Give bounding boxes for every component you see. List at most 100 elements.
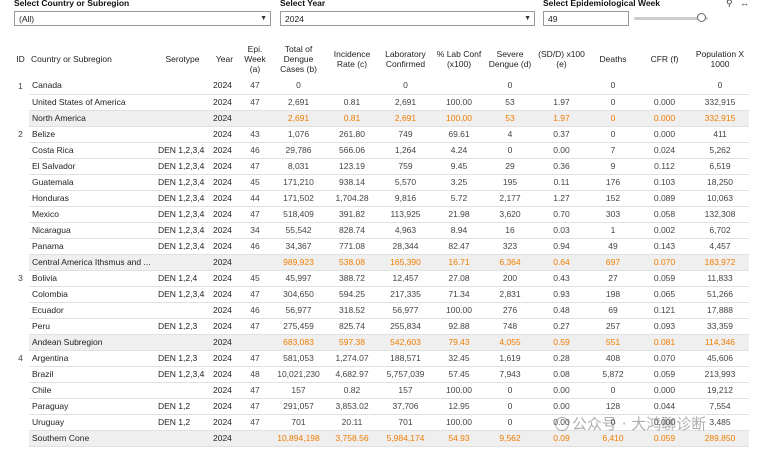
col-header[interactable]: Laboratory Confirmed bbox=[385, 49, 426, 69]
row-year: 2024 bbox=[210, 414, 239, 431]
row-lab-confirmed: 9,816 bbox=[378, 190, 433, 207]
row-id bbox=[12, 430, 29, 446]
col-header[interactable]: ID bbox=[16, 54, 25, 64]
row-pct-lab: 92.88 bbox=[433, 318, 485, 335]
row-serotype bbox=[155, 430, 210, 447]
table-row[interactable]: Ecuador 2024 46 56,977 318.52 56,977 100.00 276… bbox=[12, 302, 749, 319]
row-serotype: DEN 1,2,3,4 bbox=[155, 190, 210, 207]
row-year: 2024 bbox=[210, 190, 239, 207]
year-select[interactable]: 2024 ▼ bbox=[280, 11, 535, 26]
row-cases: 683,083 bbox=[271, 334, 326, 351]
row-name: Ecuador bbox=[29, 302, 155, 319]
row-sd-ratio: 0.00 bbox=[535, 382, 588, 399]
col-header[interactable]: Year bbox=[215, 54, 234, 64]
row-name: Peru bbox=[29, 318, 155, 335]
subtotal-row[interactable]: North America 2024 2,691 0.81 2,691 100.00 53 1… bbox=[12, 110, 749, 127]
table-row[interactable]: Mexico DEN 1,2,3,4 2024 47 518,409 391.82 113,… bbox=[12, 206, 749, 223]
col-header[interactable]: (SD/D) x100 (e) bbox=[538, 49, 585, 69]
table-row[interactable]: Brazil DEN 1,2,3,4 2024 48 10,021,230 4,682.9… bbox=[12, 366, 749, 383]
table-row[interactable]: 1 Canada 2024 47 0 0 0 0 0 bbox=[12, 78, 749, 95]
row-cases: 518,409 bbox=[271, 206, 326, 223]
col-header[interactable]: Serotype bbox=[165, 54, 200, 64]
table-row[interactable]: 4 Argentina DEN 1,2,3 2024 47 581,053 1,274.07… bbox=[12, 349, 749, 367]
col-header[interactable]: Deaths bbox=[599, 54, 627, 64]
col-header[interactable]: Epi. Week (a) bbox=[244, 44, 266, 74]
row-id bbox=[12, 334, 29, 350]
row-cases: 304,650 bbox=[271, 286, 326, 303]
row-lab-confirmed: 749 bbox=[378, 125, 433, 143]
table-row[interactable]: Honduras DEN 1,2,3,4 2024 44 171,502 1,704.28… bbox=[12, 190, 749, 207]
table-row[interactable]: Peru DEN 1,2,3 2024 47 275,459 825.74 255,834 9… bbox=[12, 318, 749, 335]
table-row[interactable]: Uruguay DEN 1,2 2024 47 701 20.11 701 100.00 0 0.… bbox=[12, 414, 749, 431]
row-lab-confirmed: 188,571 bbox=[378, 349, 433, 367]
search-icon[interactable]: ⚲ bbox=[726, 0, 733, 8]
table-row[interactable]: Panama DEN 1,2,3,4 2024 46 34,367 771.08 28,34… bbox=[12, 238, 749, 255]
row-epi-week bbox=[239, 110, 271, 127]
col-header[interactable]: Incidence Rate (c) bbox=[333, 49, 371, 69]
week-slider-track[interactable] bbox=[634, 17, 708, 20]
row-id bbox=[12, 382, 29, 398]
row-deaths: 69 bbox=[588, 302, 638, 319]
table-row[interactable]: 3 Bolivia DEN 1,2,4 2024 45 45,997 388.72 12,45… bbox=[12, 269, 749, 287]
row-epi-week: 46 bbox=[239, 302, 271, 319]
row-deaths: 1 bbox=[588, 222, 638, 239]
row-pct-lab: 79.43 bbox=[433, 334, 485, 351]
row-serotype: DEN 1,2,3,4 bbox=[155, 366, 210, 383]
row-deaths: 152 bbox=[588, 190, 638, 207]
subtotal-row[interactable]: Central America Ithsmus and ... 2024 989,9… bbox=[12, 254, 749, 271]
row-serotype: DEN 1,2,3 bbox=[155, 318, 210, 335]
row-population: 6,519 bbox=[691, 158, 749, 175]
row-deaths: 0 bbox=[588, 382, 638, 399]
row-id bbox=[12, 398, 29, 414]
col-header[interactable]: Total of Dengue Cases (b) bbox=[280, 44, 317, 74]
row-cfr: 0.059 bbox=[638, 269, 691, 287]
row-deaths: 0 bbox=[588, 94, 638, 111]
row-epi-week: 45 bbox=[239, 269, 271, 287]
row-serotype: DEN 1,2 bbox=[155, 398, 210, 415]
row-population: 332,915 bbox=[691, 94, 749, 111]
row-cases: 2,691 bbox=[271, 94, 326, 111]
row-population: 19,212 bbox=[691, 382, 749, 399]
expand-arrows-icon[interactable]: ↔ bbox=[740, 0, 749, 8]
row-year: 2024 bbox=[210, 110, 239, 127]
col-header[interactable]: CFR (f) bbox=[650, 54, 679, 64]
table-row[interactable]: 2 Belize 2024 43 1,076 261.80 749 69.61 4 0.37 0 0.… bbox=[12, 125, 749, 143]
row-population: 17,888 bbox=[691, 302, 749, 319]
subtotal-row[interactable]: Southern Cone 2024 10,894,198 3,758.56 5,984… bbox=[12, 430, 749, 447]
year-filter-label: Select Year bbox=[280, 0, 326, 8]
table-row[interactable]: United States of America 2024 47 2,691 0.81 2… bbox=[12, 94, 749, 111]
row-year: 2024 bbox=[210, 286, 239, 303]
row-cfr: 0.059 bbox=[638, 430, 691, 447]
row-lab-confirmed: 12,457 bbox=[378, 269, 433, 287]
table-row[interactable]: Guatemala DEN 1,2,3,4 2024 45 171,210 938.14 5… bbox=[12, 174, 749, 191]
week-input[interactable]: 49 bbox=[543, 11, 629, 26]
row-severe: 0 bbox=[485, 78, 535, 95]
row-pct-lab: 12.95 bbox=[433, 398, 485, 415]
table-row[interactable]: Chile 2024 47 157 0.82 157 100.00 0 0.00 0 0.000 19… bbox=[12, 382, 749, 399]
table-row[interactable]: Colombia DEN 1,2,3,4 2024 47 304,650 594.25 21… bbox=[12, 286, 749, 303]
country-select[interactable]: (All) ▼ bbox=[14, 11, 271, 26]
col-header[interactable]: % Lab Conf (x100) bbox=[436, 49, 482, 69]
row-epi-week: 47 bbox=[239, 158, 271, 175]
row-deaths: 0 bbox=[588, 125, 638, 143]
col-header[interactable]: Severe Dengue (d) bbox=[488, 49, 532, 69]
row-serotype: DEN 1,2 bbox=[155, 414, 210, 431]
table-row[interactable]: Nicaragua DEN 1,2,3,4 2024 34 55,542 828.74 4,… bbox=[12, 222, 749, 239]
row-cases: 45,997 bbox=[271, 269, 326, 287]
row-id bbox=[12, 110, 29, 126]
row-incidence: 1,704.28 bbox=[326, 190, 378, 207]
week-slider-handle[interactable] bbox=[696, 13, 706, 22]
table-row[interactable]: Costa Rica DEN 1,2,3,4 2024 46 29,786 566.06 1… bbox=[12, 142, 749, 159]
week-input-value: 49 bbox=[548, 14, 558, 24]
row-population: 289,850 bbox=[691, 430, 749, 447]
col-header[interactable]: Country or Subregion bbox=[31, 54, 112, 64]
table-row[interactable]: Paraguay DEN 1,2 2024 47 291,057 3,853.02 37,7… bbox=[12, 398, 749, 415]
row-epi-week: 34 bbox=[239, 222, 271, 239]
subtotal-row[interactable]: Andean Subregion 2024 683,083 597.38 542,603… bbox=[12, 334, 749, 351]
row-name: Canada bbox=[29, 78, 155, 95]
row-epi-week: 46 bbox=[239, 238, 271, 255]
row-pct-lab: 9.45 bbox=[433, 158, 485, 175]
col-header[interactable]: Population X 1000 bbox=[695, 49, 745, 69]
row-id bbox=[12, 94, 29, 110]
table-row[interactable]: El Salvador DEN 1,2,3,4 2024 47 8,031 123.19 7… bbox=[12, 158, 749, 175]
